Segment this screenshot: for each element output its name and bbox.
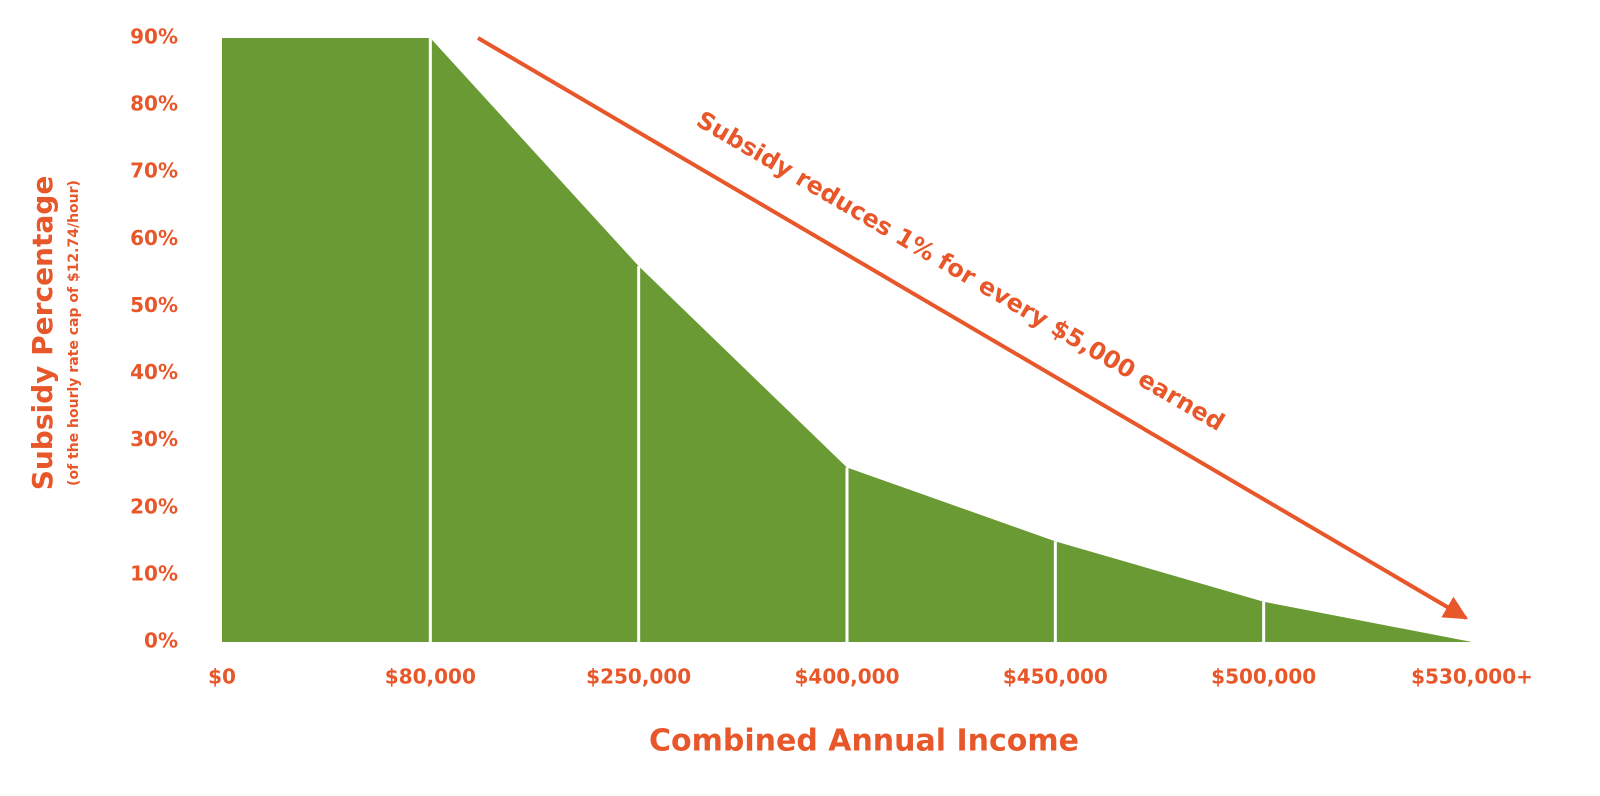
y-tick-label: 90% bbox=[130, 25, 178, 49]
annotation: Subsidy reduces 1% for every $5,000 earn… bbox=[692, 106, 1230, 437]
x-tick-label: $500,000 bbox=[1211, 665, 1316, 689]
y-tick-label: 10% bbox=[130, 561, 178, 585]
x-axis-title: Combined Annual Income bbox=[649, 724, 1079, 759]
area bbox=[222, 38, 1472, 642]
y-axis-subtitle: (of the hourly rate cap of $12.74/hour) bbox=[66, 180, 82, 486]
y-tick-label: 70% bbox=[130, 159, 178, 183]
y-tick-label: 40% bbox=[130, 360, 178, 384]
y-tick-label: 0% bbox=[144, 629, 178, 653]
y-tick-label: 20% bbox=[130, 494, 178, 518]
y-tick-label: 80% bbox=[130, 92, 178, 116]
x-tick-label: $450,000 bbox=[1003, 665, 1108, 689]
y-tick-label: 30% bbox=[130, 427, 178, 451]
plot-area bbox=[222, 38, 1472, 642]
y-axis-title: Subsidy Percentage bbox=[26, 176, 59, 491]
x-tick-label: $80,000 bbox=[385, 665, 476, 689]
x-tick-label: $400,000 bbox=[794, 665, 899, 689]
y-tick-label: 60% bbox=[130, 226, 178, 250]
x-tick-label: $250,000 bbox=[586, 665, 691, 689]
x-tick-label: $0 bbox=[208, 665, 236, 689]
y-tick-label: 50% bbox=[130, 293, 178, 317]
annotation-arrow bbox=[476, 36, 1469, 620]
x-tick-label: $530,000+ bbox=[1411, 665, 1533, 689]
